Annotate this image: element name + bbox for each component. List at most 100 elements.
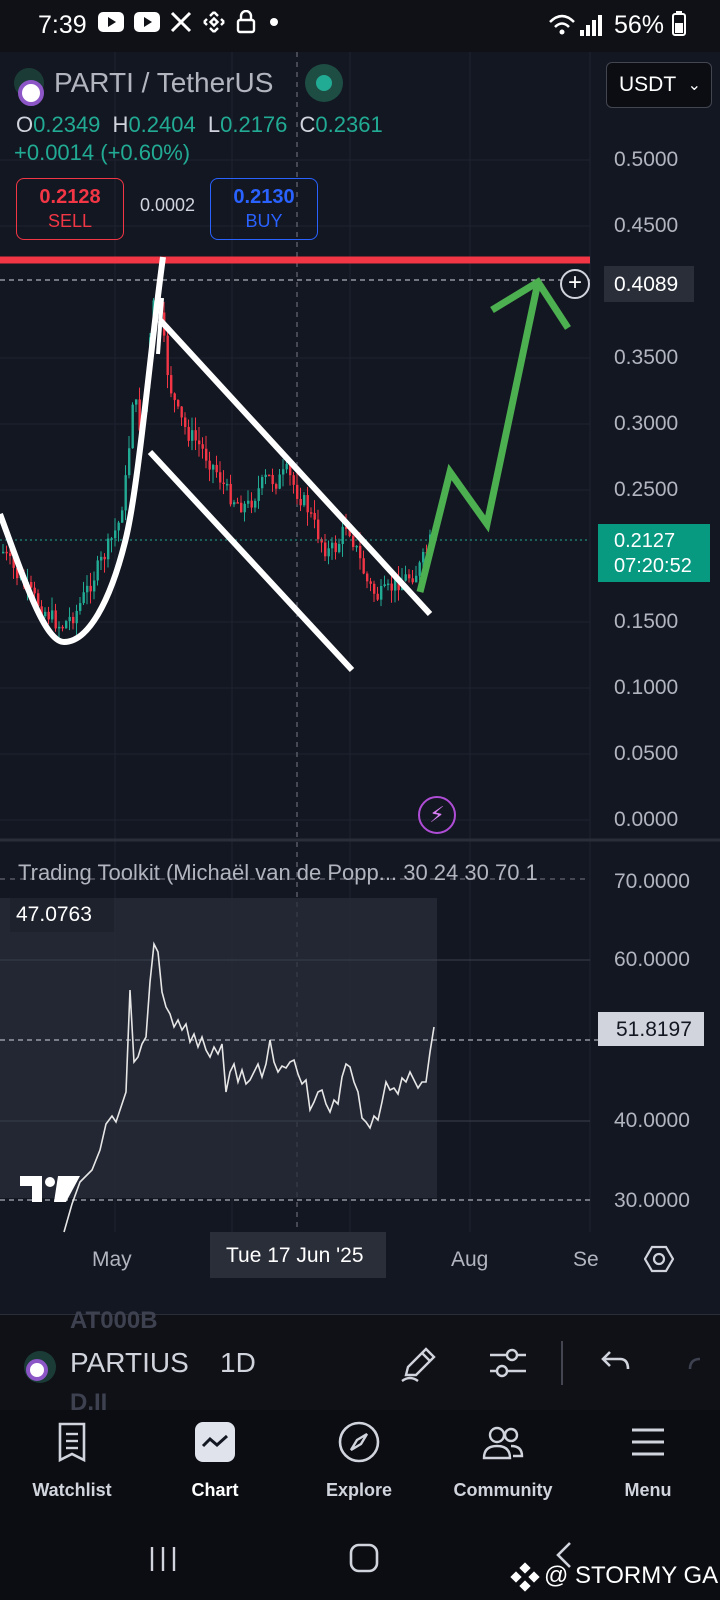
binance-logo-icon (510, 1562, 540, 1592)
candle-body (79, 603, 82, 611)
price-axis-label: 0.3500 (614, 346, 679, 369)
channel-lower-line[interactable] (147, 449, 355, 673)
market-open-icon (305, 64, 344, 102)
nav-chart[interactable]: Chart (150, 1420, 280, 1501)
toolbar-divider (561, 1341, 563, 1385)
candle-body (247, 500, 250, 504)
projection-arrow-head (490, 277, 571, 330)
symbol-header[interactable]: PARTI / TetherUS (14, 64, 344, 106)
candle-body (40, 606, 43, 617)
current-price: 0.2127 (614, 530, 676, 552)
candle-body (110, 538, 113, 540)
candle-body (317, 519, 320, 540)
lock-icon (236, 10, 256, 34)
pencil-icon[interactable] (398, 1341, 442, 1385)
current-price-tag: 0.2127 07:20:52 (598, 524, 710, 582)
candle-body (61, 626, 64, 629)
home-icon[interactable] (348, 1542, 380, 1574)
price-axis-label: 0.4500 (614, 214, 679, 237)
wifi-signal-icon (549, 14, 602, 36)
candle-body (275, 484, 278, 489)
candle-body (327, 548, 330, 557)
youtube-icon (98, 12, 124, 32)
tradingview-logo-icon[interactable] (18, 1172, 82, 1206)
chart-area[interactable]: PARTI / TetherUS USDT ⌄ O0.2349 H0.2404 … (0, 52, 720, 1314)
undo-icon[interactable] (592, 1341, 636, 1385)
low-label: L (207, 112, 221, 137)
cup-drawing[interactable] (0, 256, 166, 646)
candle-body (226, 483, 229, 486)
chart-toolbar: AT000B PARTIUS 1D D.II (0, 1307, 720, 1416)
currency-value: USDT (619, 73, 677, 96)
time-axis-label: Aug (451, 1248, 489, 1271)
close-label: C (299, 112, 316, 137)
candle-body (201, 444, 204, 449)
projection-arrow[interactable] (416, 281, 542, 593)
candle-body (233, 502, 236, 505)
buy-label: BUY (245, 211, 283, 231)
candle-body (12, 556, 15, 568)
open-value: 0.2349 (33, 112, 101, 137)
candle-body (219, 472, 222, 483)
candle-body (418, 562, 421, 576)
candle-body (82, 592, 85, 604)
buy-button[interactable]: 0.2130 BUY (210, 178, 318, 240)
candle-body (285, 464, 288, 470)
candle-body (236, 502, 239, 504)
currency-select[interactable]: USDT ⌄ (606, 62, 712, 108)
candle-body (229, 483, 232, 505)
candle-body (422, 552, 425, 563)
candle-body (334, 542, 337, 553)
price-chart[interactable] (0, 52, 720, 1314)
high-value: 0.2404 (128, 112, 196, 137)
candle-body (310, 512, 313, 514)
candle-body (75, 610, 78, 624)
indicator-axis-label: 60.0000 (614, 948, 690, 971)
x-icon (170, 11, 192, 33)
symbol-title[interactable]: PARTI / TetherUS (54, 67, 274, 98)
add-alert-button[interactable]: + (560, 269, 590, 299)
system-navigation-bar (0, 1526, 720, 1600)
nav-menu[interactable]: Menu (583, 1420, 713, 1501)
sell-button[interactable]: 0.2128 SELL (16, 178, 124, 240)
redo-icon[interactable] (676, 1341, 720, 1385)
nav-explore[interactable]: Explore (294, 1420, 424, 1501)
price-axis-label: 0.0500 (614, 742, 679, 765)
candle-body (166, 335, 169, 376)
candle-body (177, 400, 180, 407)
candle-body (180, 406, 183, 418)
gear-icon[interactable] (644, 1244, 674, 1274)
symbol-logo-icon (24, 1351, 56, 1383)
battery-icon (672, 11, 686, 36)
candlestick-series (2, 297, 432, 640)
nav-community[interactable]: Community (438, 1420, 568, 1501)
binance-icon (203, 11, 225, 33)
lightning-icon[interactable]: ⚡︎ (418, 796, 456, 834)
nav-label: Community (453, 1480, 553, 1500)
candle-body (198, 440, 201, 445)
candle-body (271, 474, 274, 485)
sell-label: SELL (47, 211, 93, 231)
candle-body (65, 621, 68, 629)
candle-body (250, 500, 253, 508)
symbol-logo-icon (14, 68, 44, 106)
back-icon[interactable] (552, 1540, 574, 1570)
sell-price: 0.2128 (39, 186, 101, 208)
notification-icons (98, 10, 282, 34)
interval-button[interactable]: 1D (220, 1347, 256, 1378)
candle-body (54, 610, 57, 629)
indicator-current-tag: 51.8197 (598, 1012, 704, 1046)
candle-body (278, 474, 281, 489)
time-cursor-label: Tue 17 Jun '25 (210, 1232, 386, 1278)
channel-upper-line[interactable] (157, 317, 433, 617)
candle-body (282, 469, 285, 475)
indicator-axis-label: 40.0000 (614, 1109, 690, 1132)
recent-apps-icon[interactable] (148, 1544, 178, 1574)
toolbar-symbol[interactable]: PARTIUS (70, 1347, 189, 1378)
candle-body (264, 474, 267, 478)
indicator-title[interactable]: Trading Toolkit (Michaël van de Popp... … (18, 860, 538, 885)
indicator-settings-icon[interactable] (486, 1341, 530, 1385)
candle-body (324, 542, 327, 557)
candle-body (415, 575, 418, 583)
nav-watchlist[interactable]: Watchlist (7, 1420, 137, 1501)
